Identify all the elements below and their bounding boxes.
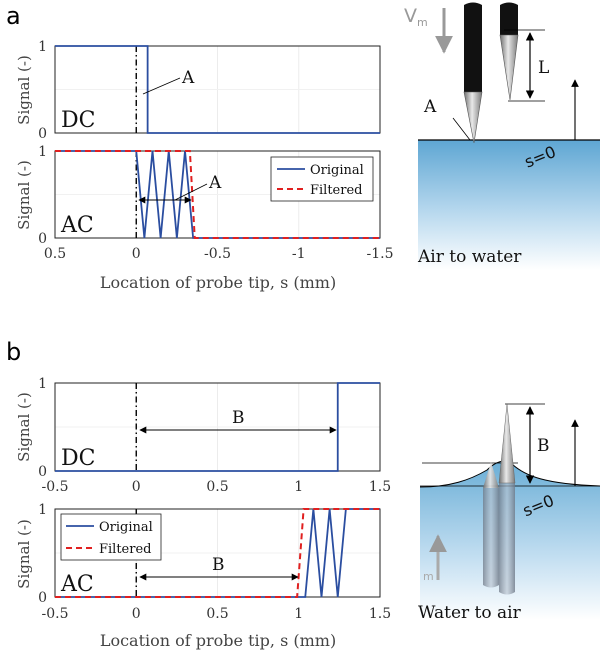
- xtick-label: -1: [292, 246, 306, 262]
- panel-signal-label: DC: [61, 446, 95, 471]
- marker-a-leader: [452, 117, 471, 141]
- xtick-label: 0.5: [206, 479, 228, 495]
- legend-label-filtered: Filtered: [99, 542, 151, 557]
- ytick-label: 1: [38, 39, 47, 55]
- legend-label-filtered: Filtered: [310, 183, 362, 198]
- annotation-a-label: A: [181, 68, 195, 88]
- legend-label-original: Original: [310, 163, 364, 178]
- ylabel-a-ac: Signal (-): [15, 160, 33, 230]
- xtick-label: -0.5: [204, 246, 231, 262]
- xtick-label: 0.5: [206, 606, 228, 622]
- ytick-label: 0: [38, 231, 47, 247]
- xtick-label: -1.5: [367, 246, 394, 262]
- series-line-original: [55, 150, 380, 239]
- xlabel-b: Location of probe tip, s (mm): [100, 631, 336, 650]
- xtick-label: 1: [294, 606, 303, 622]
- probe-body-raised: [500, 2, 518, 35]
- ytick-label: 1: [38, 144, 47, 160]
- legend-label-original: Original: [99, 520, 153, 535]
- annotation-a-leader: [174, 183, 208, 201]
- series-line-filtered: [55, 508, 380, 598]
- caption-air-to-water: Air to water: [417, 247, 522, 267]
- caption-water-to-air: Water to air: [418, 603, 522, 623]
- chart-a-dc: 0 1 DC A: [38, 39, 381, 142]
- panel-signal-label: AC: [60, 572, 94, 597]
- annotation-b-label: B: [212, 555, 225, 575]
- ylabel-b-dc: Signal (-): [15, 392, 33, 462]
- xtick-label: -0.5: [42, 606, 69, 622]
- panel-label-a: a: [6, 2, 21, 30]
- length-label: L: [538, 58, 549, 78]
- marker-a-label: A: [423, 97, 437, 117]
- xtick-label: 1.5: [369, 479, 391, 495]
- probe-tip-raised: [498, 403, 516, 484]
- panel-label-b: b: [6, 338, 21, 366]
- ytick-label: 1: [38, 376, 47, 392]
- probe-tip-raised: [499, 34, 519, 101]
- water-body: [418, 140, 600, 270]
- panel-signal-label: AC: [60, 213, 94, 238]
- xtick-label: 1.5: [369, 606, 391, 622]
- velocity-label: Vm: [404, 5, 428, 29]
- ylabel-a-dc: Signal (-): [15, 55, 33, 125]
- ytick-label: 0: [38, 590, 47, 606]
- annotation-a-label: A: [208, 173, 222, 193]
- xtick-label: -0.5: [42, 479, 69, 495]
- illustration-air-to-water: Vm L A s=0 Air to water: [404, 2, 600, 270]
- xtick-label: 1: [294, 479, 303, 495]
- probe-body: [464, 2, 482, 92]
- ylabel-b-ac: Signal (-): [15, 519, 33, 589]
- legend-box: [60, 513, 162, 561]
- illustration-water-to-air: B s=0 m Water to air: [418, 403, 600, 623]
- marker-b-label: B: [537, 436, 550, 456]
- panel-signal-label: DC: [61, 108, 95, 133]
- xlabel-a: Location of probe tip, s (mm): [100, 273, 336, 292]
- ytick-label: 0: [38, 464, 47, 480]
- ytick-label: 0: [38, 126, 47, 142]
- legend: Original Filtered: [270, 156, 374, 202]
- probe-tip-at-surface: [483, 462, 499, 488]
- annotation-b-label: B: [232, 408, 245, 428]
- velocity-sub-label: m: [423, 570, 434, 583]
- probe-tip: [463, 91, 483, 144]
- probe-body-raised: [499, 483, 515, 595]
- xtick-label: 0: [132, 246, 141, 262]
- series-line-filtered: [55, 150, 380, 239]
- series-line-signal: [55, 45, 380, 134]
- xtick-label: 0: [132, 479, 141, 495]
- probe-body-submerged: [483, 488, 499, 588]
- legend: Original Filtered: [60, 513, 162, 561]
- legend-box: [270, 156, 374, 202]
- series-line-signal: [55, 382, 380, 472]
- series-line-original: [55, 508, 380, 598]
- xtick-label: 0: [132, 606, 141, 622]
- annotation-a-leader: [142, 77, 181, 95]
- xtick-label: 0.5: [44, 246, 66, 262]
- ytick-label: 1: [38, 502, 47, 518]
